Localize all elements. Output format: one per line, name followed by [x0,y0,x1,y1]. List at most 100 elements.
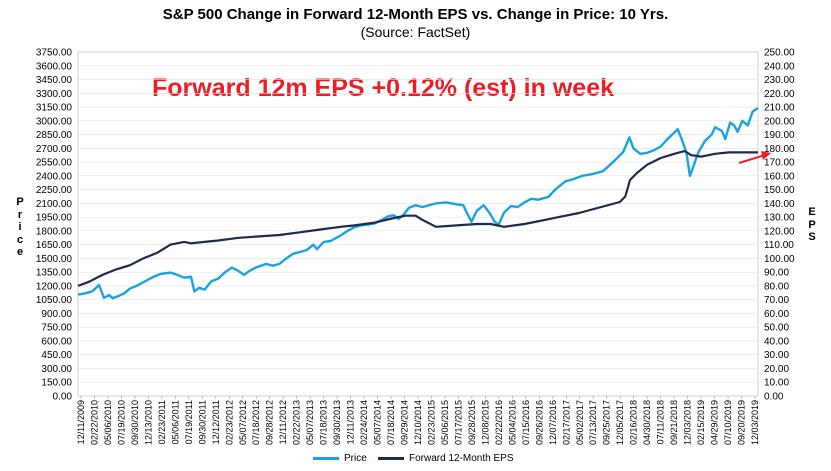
y-left-tick-label: 1800.00 [36,226,73,237]
y-left-tick-label: 2400.00 [36,171,73,182]
gridlines [78,65,758,383]
legend-item-price: Price [313,453,367,464]
x-tick-label: 12/11/2009 [76,400,86,444]
x-tick-label: 07/10/2019 [723,400,733,445]
x-tick-label: 07/19/2011 [184,400,194,444]
y-right-tick-label: 50.00 [764,323,789,334]
y-right-tick-label: 190.00 [764,130,795,141]
y-right-tick-label: 30.00 [764,350,789,361]
x-tick-label: 12/13/2010 [143,400,153,445]
y-left-tick-label: 0.00 [53,392,73,403]
x-tick-label: 02/22/2010 [89,400,99,445]
series-layer [77,107,759,300]
y-left-tick-label: 1500.00 [36,254,73,265]
x-tick-label: 02/22/2013 [292,400,302,445]
y-right-tick-label: 10.00 [764,378,789,389]
y-left-tick-label: 3600.00 [36,61,73,72]
y-left-tick-label: 2250.00 [36,185,73,196]
y-left-tick-label: 900.00 [41,309,72,320]
x-tick-label: 07/17/2015 [453,400,463,445]
x-axis-ticks: 12/11/2009 02/22/2010 05/06/2010 07/19/2010… [76,396,760,445]
x-tick-label: 02/16/2018 [629,400,639,445]
y-left-tick-label: 1050.00 [36,295,73,306]
x-tick-label: 09/26/2016 [534,400,544,445]
x-tick-label: 02/22/2016 [494,400,504,445]
price-series-line [77,107,759,300]
y-left-tick-label: 3450.00 [36,75,73,86]
y-right-tick-label: 60.00 [764,309,789,320]
x-tick-label: 02/24/2014 [359,400,369,445]
y-left-tick-label: 300.00 [41,364,72,375]
x-tick-label: 07/19/2010 [116,400,126,445]
x-tick-label: 05/04/2016 [507,400,517,445]
x-tick-label: 05/06/2010 [103,400,113,445]
x-tick-label: 09/21/2018 [669,400,679,445]
x-tick-label: 12/05/2017 [615,400,625,445]
x-tick-label: 02/23/2015 [426,400,436,445]
y-left-tick-label: 3150.00 [36,103,73,114]
y-axis-right-ticks: 250.00 240.00 230.00 220.00 210.00 200.00 190.… [764,48,795,403]
x-tick-label: 12/03/2018 [683,400,693,445]
x-tick-label: 05/07/2013 [305,400,315,445]
y-left-tick-label: 3750.00 [36,48,73,59]
x-tick-label: 02/23/2011 [157,400,167,444]
y-left-tick-label: 2700.00 [36,144,73,155]
y-right-tick-label: 140.00 [764,199,795,210]
y-right-tick-label: 200.00 [764,116,795,127]
x-tick-label: 09/20/2019 [737,400,747,445]
chart-title: S&P 500 Change in Forward 12-Month EPS v… [162,6,669,23]
x-tick-label: 02/23/2012 [224,400,234,445]
y-right-tick-label: 70.00 [764,295,789,306]
y-left-tick-label: 3300.00 [36,89,73,100]
x-tick-label: 07/11/2018 [656,400,666,444]
x-tick-label: 04/30/2018 [642,400,652,445]
y-right-tick-label: 120.00 [764,226,795,237]
x-tick-label: 04/29/2019 [710,400,720,445]
x-tick-label: 05/06/2015 [440,400,450,445]
y-left-tick-label: 2850.00 [36,130,73,141]
y-right-tick-label: 80.00 [764,281,789,292]
y-right-tick-label: 170.00 [764,158,795,169]
y-right-tick-label: 40.00 [764,336,789,347]
y-right-tick-label: 150.00 [764,185,795,196]
y-left-tick-label: 1200.00 [36,281,73,292]
legend-label-eps: Forward 12-Month EPS [409,453,514,464]
x-tick-label: 02/17/2017 [561,400,571,445]
y-right-tick-label: 90.00 [764,268,789,279]
x-tick-label: 02/15/2019 [696,400,706,445]
x-tick-label: 05/07/2012 [238,400,248,445]
y-left-tick-label: 2550.00 [36,158,73,169]
y-right-tick-label: 0.00 [764,392,784,403]
x-tick-label: 12/12/2011 [211,400,221,444]
y-right-tick-label: 130.00 [764,213,795,224]
y-left-tick-label: 450.00 [41,350,72,361]
x-tick-label: 12/03/2019 [750,400,760,445]
x-tick-label: 07/13/2017 [588,400,598,445]
y-right-tick-label: 240.00 [764,61,795,72]
y-left-tick-label: 1950.00 [36,213,73,224]
x-tick-label: 09/29/2014 [400,400,410,445]
y-left-tick-label: 600.00 [41,336,72,347]
red-arrow-annotation [738,151,771,164]
chart-subtitle: (Source: FactSet) [360,24,471,40]
x-tick-label: 12/11/2013 [346,400,356,444]
x-tick-label: 09/28/2015 [467,400,477,445]
x-tick-label: 05/07/2014 [373,400,383,445]
y-right-tick-label: 160.00 [764,171,795,182]
eps-series-line [77,150,758,287]
y-right-tick-label: 180.00 [764,144,795,155]
x-tick-label: 09/28/2012 [265,400,275,445]
x-tick-label: 07/15/2016 [521,400,531,445]
x-tick-label: 09/30/2013 [332,400,342,445]
x-tick-label: 12/10/2014 [413,400,423,445]
y-right-tick-label: 20.00 [764,364,789,375]
y-axis-left-ticks: 3750.00 3600.00 3450.00 3300.00 3150.00 3000.… [36,48,73,403]
y-right-tick-label: 110.00 [764,240,794,251]
y-right-tick-label: 100.00 [764,254,795,265]
legend-swatch-price [313,457,339,460]
x-tick-label: 07/18/2014 [386,400,396,445]
legend-swatch-eps [378,457,404,460]
